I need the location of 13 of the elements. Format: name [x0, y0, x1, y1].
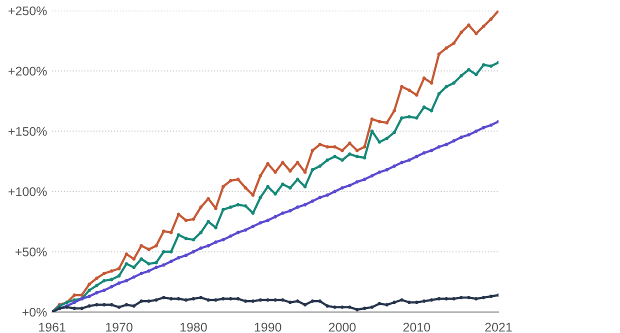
y-tick-label: +100% [8, 187, 47, 196]
y-tick-label: +250% [8, 6, 47, 16]
x-tick-label: 1970 [106, 322, 132, 332]
x-tick-label: 2000 [328, 322, 356, 332]
x-tick-label: 1990 [254, 322, 282, 332]
x-tick-label: 1980 [180, 322, 207, 332]
x-tick-label: 2010 [403, 322, 430, 332]
y-tick-label: +50% [16, 248, 47, 256]
x-tick-label: 1961 [39, 322, 66, 332]
y-tick-label: +150% [8, 127, 47, 136]
x-tick-label: 2021 [485, 322, 512, 332]
y-tick-label: +0% [22, 308, 47, 317]
y-tick-label: +200% [8, 66, 47, 76]
